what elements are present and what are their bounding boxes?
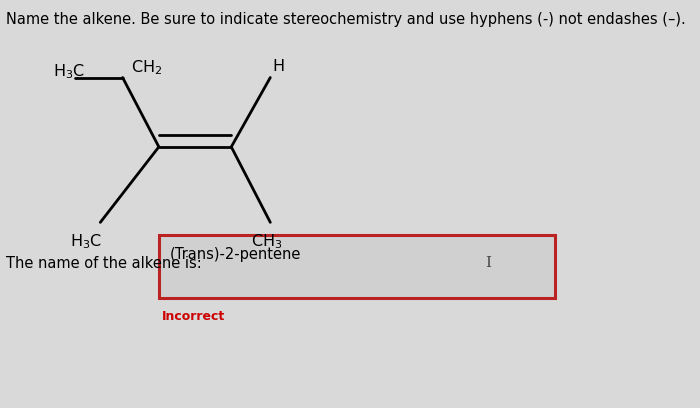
Text: Incorrect: Incorrect: [162, 310, 225, 323]
Text: H: H: [272, 59, 284, 73]
Text: CH$_2$: CH$_2$: [131, 58, 162, 77]
Text: CH$_3$: CH$_3$: [251, 233, 282, 251]
Text: The name of the alkene is:: The name of the alkene is:: [6, 256, 202, 271]
Text: I: I: [484, 256, 491, 270]
FancyBboxPatch shape: [159, 235, 554, 298]
Text: H$_3$C: H$_3$C: [70, 233, 102, 251]
Text: H$_3$C: H$_3$C: [53, 62, 85, 81]
Text: Name the alkene. Be sure to indicate stereochemistry and use hyphens (-) not end: Name the alkene. Be sure to indicate ste…: [6, 12, 685, 27]
Text: (Trans)-2-pentene: (Trans)-2-pentene: [170, 248, 302, 262]
